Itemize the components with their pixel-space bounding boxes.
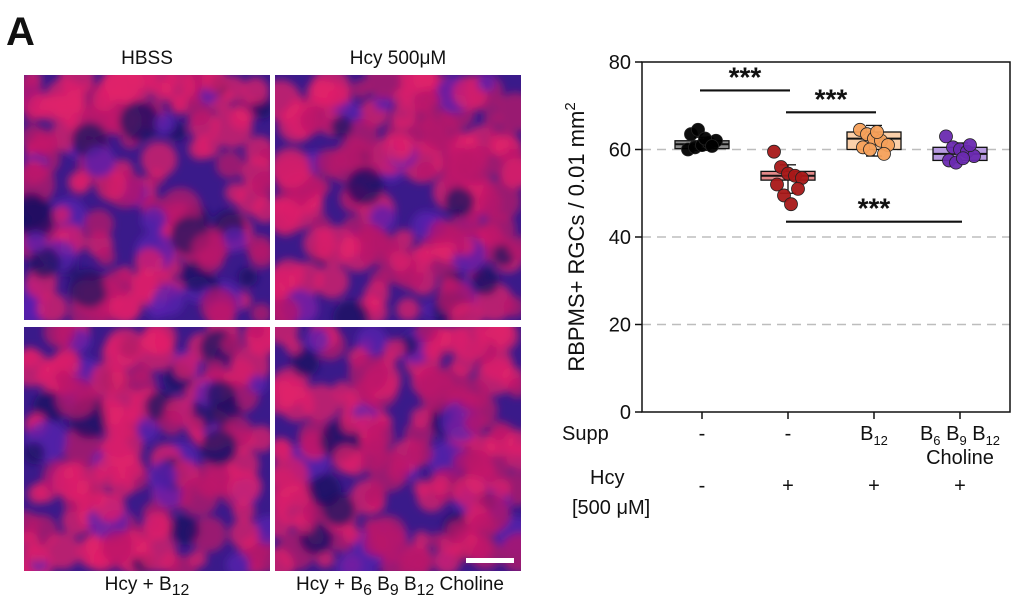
data-point xyxy=(877,146,891,161)
hcy-unit-label: [500 μM] xyxy=(572,497,650,519)
panel-letter: A xyxy=(6,10,35,54)
micrograph-texture xyxy=(275,327,521,571)
hcy-value: + xyxy=(954,475,966,497)
data-point xyxy=(767,144,781,159)
label-part: B xyxy=(371,574,390,595)
supp-value-line2: Choline xyxy=(926,447,994,469)
data-point xyxy=(863,142,877,157)
micrograph-label-hbss: HBSS xyxy=(121,48,173,69)
y-tick-label: 80 xyxy=(609,52,631,74)
data-point xyxy=(791,181,805,196)
micrograph-label-hcy-vitamins-choline: Hcy + B6 B9 B12 Choline xyxy=(255,574,545,600)
micrograph-hcy-b12 xyxy=(24,327,270,571)
micrograph-label-hcy-b12: Hcy + B12 xyxy=(24,574,270,600)
supp-value: B12 xyxy=(860,423,888,448)
micrograph-texture xyxy=(24,327,270,571)
y-tick-label: 40 xyxy=(609,227,631,249)
micrograph-hcy-vitamins-choline xyxy=(275,327,521,571)
label-part: B xyxy=(398,574,417,595)
label-subscript: 12 xyxy=(416,581,435,599)
data-point xyxy=(705,139,719,153)
scale-bar xyxy=(466,558,514,563)
label-part: Hcy + B xyxy=(296,574,364,595)
label-part: Hcy + B xyxy=(104,574,172,595)
y-axis-label: RBPMS+ RGCs / 0.01 mm2 xyxy=(562,102,589,371)
data-point xyxy=(963,138,977,153)
hcy-value: - xyxy=(699,475,706,497)
box-plot-chart: 0 20 40 60 80 RBPMS+ RGCs / 0.01 mm2 *** *** ***… xyxy=(562,52,1011,519)
micrograph-hcy xyxy=(275,75,521,320)
micrograph-texture xyxy=(275,75,521,320)
micrograph-label-hcy: Hcy 500μM xyxy=(349,48,447,69)
label-part: Choline xyxy=(434,574,504,595)
supp-value: B6 B9 B12 xyxy=(920,423,1000,448)
data-point xyxy=(784,197,798,212)
data-point xyxy=(956,151,970,166)
y-tick-label: 20 xyxy=(609,315,631,337)
label-subscript: 6 xyxy=(363,581,372,599)
micrograph-texture xyxy=(24,75,270,320)
data-point xyxy=(770,177,784,192)
micrograph-hbss xyxy=(24,75,270,320)
hcy-value: + xyxy=(868,475,880,497)
hcy-value: + xyxy=(782,475,794,497)
significance-label: *** xyxy=(858,193,891,224)
significance-label: *** xyxy=(729,61,762,92)
label-subscript: 12 xyxy=(171,581,190,599)
supp-value: - xyxy=(785,423,792,445)
y-tick-label: 60 xyxy=(609,140,631,162)
supp-row-label: Supp xyxy=(562,423,609,445)
supp-value: - xyxy=(699,423,706,445)
data-point xyxy=(870,125,884,139)
significance-label: *** xyxy=(815,83,848,114)
y-tick-label: 0 xyxy=(620,402,631,424)
data-point xyxy=(939,129,953,144)
label-subscript: 9 xyxy=(389,581,399,599)
hcy-row-label: Hcy xyxy=(590,467,624,489)
